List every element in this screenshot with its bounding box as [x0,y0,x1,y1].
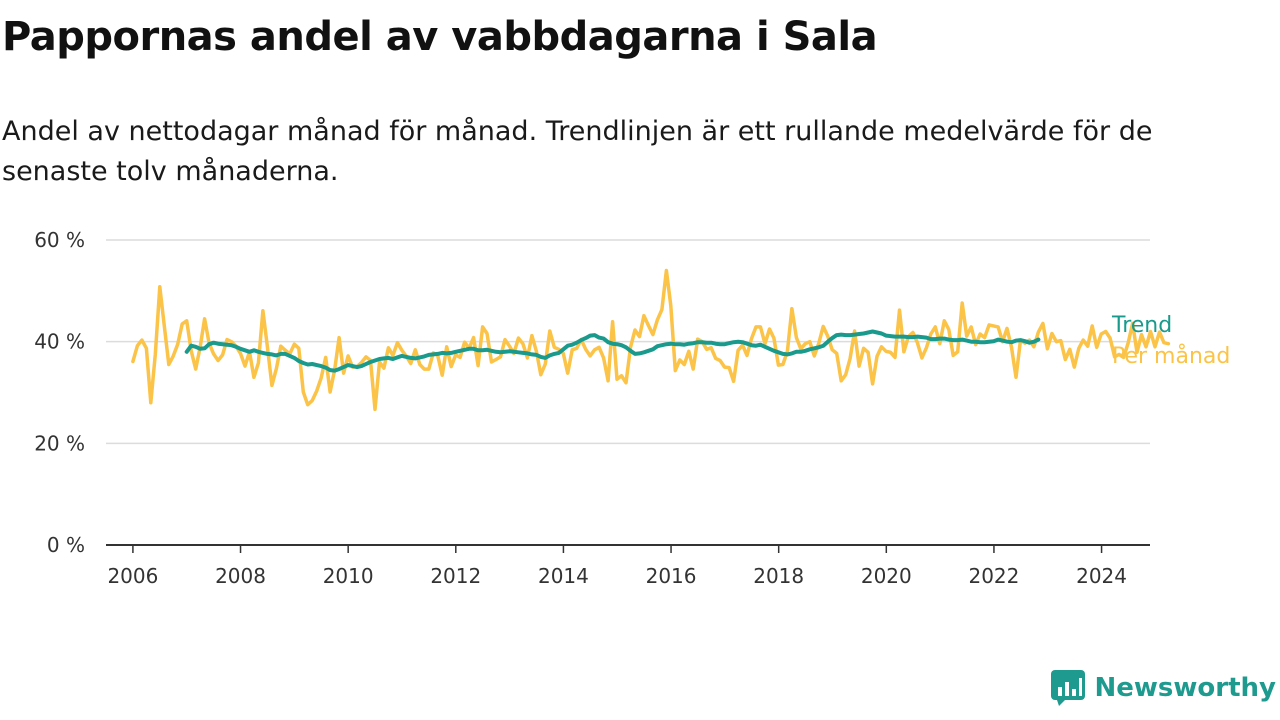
x-tick-label: 2016 [646,564,697,588]
y-tick-label: 60 % [34,228,85,252]
brand-logo: Newsworthy [1050,670,1276,706]
y-axis: 0 % 20 % 40 % 60 % [34,228,85,557]
series-lines [131,268,1171,412]
legend: Trend Per månad [1111,313,1230,369]
y-tick-label: 20 % [34,431,85,455]
x-tick-label: 2022 [968,564,1019,588]
brand-name: Newsworthy [1094,673,1276,703]
legend-monthly-label: Per månad [1112,343,1230,369]
y-tick-label: 40 % [34,330,85,354]
x-tick-label: 2006 [107,564,158,588]
x-tick-label: 2008 [215,564,266,588]
y-tick-label: 0 % [47,533,85,557]
page-subtitle: Andel av nettodagar månad för månad. Tre… [2,116,1153,187]
x-tick-label: 2018 [753,564,804,588]
x-tick-label: 2020 [861,564,912,588]
x-tick-label: 2024 [1076,564,1127,588]
legend-trend-label: Trend [1111,313,1172,338]
page-title: Pappornas andel av vabbdagarna i Sala [2,14,878,60]
x-tick-label: 2010 [323,564,374,588]
x-axis: 2006 2008 2010 2012 2014 2016 2018 2020 2022 2024 [106,544,1150,588]
x-tick-label: 2012 [430,564,481,588]
x-tick-label: 2014 [538,564,589,588]
bar-chart-icon [1050,670,1085,706]
trend-line [184,329,1041,373]
monthly-line [131,268,1171,412]
